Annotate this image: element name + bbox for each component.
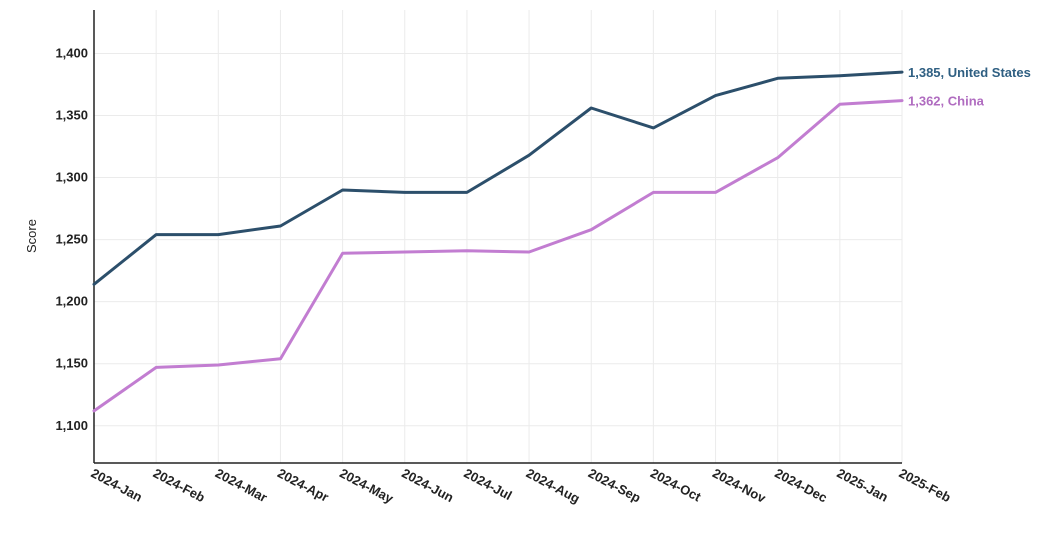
y-tick-label: 1,250 bbox=[55, 232, 88, 247]
grid-layer bbox=[94, 10, 903, 463]
x-tick-label: 2024-Feb bbox=[151, 465, 208, 505]
series-line-china bbox=[92, 99, 904, 413]
x-tick-label: 2024-Jul bbox=[462, 465, 515, 503]
x-tick-label: 2025-Jan bbox=[834, 465, 890, 504]
y-tick-label: 1,200 bbox=[55, 294, 88, 309]
x-tick-label: 2025-Feb bbox=[897, 465, 954, 505]
y-tick-labels: 1,100 1,150 1,200 1,250 1,300 1,350 1,400 bbox=[55, 45, 88, 432]
x-tick-label: 2024-Nov bbox=[710, 465, 769, 506]
y-axis-label: Score bbox=[24, 219, 39, 253]
end-labels: 1,385, United States 1,362, China bbox=[908, 65, 1031, 109]
y-tick-label: 1,100 bbox=[55, 418, 88, 433]
series-end-label: 1,385, United States bbox=[908, 65, 1031, 80]
x-tick-labels: 2024-Jan 2024-Feb 2024-Mar 2024-Apr 2024-May… bbox=[89, 465, 954, 506]
x-tick-label: 2024-May bbox=[337, 465, 396, 506]
x-tick-label: 2024-Mar bbox=[213, 465, 270, 505]
x-tick-label: 2024-Dec bbox=[772, 465, 829, 505]
y-tick-label: 1,400 bbox=[55, 45, 88, 60]
x-tick-label: 2024-Apr bbox=[275, 465, 331, 504]
series-lines bbox=[92, 70, 904, 413]
x-tick-label: 2024-Jan bbox=[89, 465, 145, 504]
x-tick-label: 2024-Oct bbox=[648, 465, 704, 504]
x-tick-label: 2024-Aug bbox=[524, 465, 583, 506]
y-tick-label: 1,350 bbox=[55, 107, 88, 122]
y-tick-label: 1,300 bbox=[55, 170, 88, 185]
x-tick-label: 2024-Sep bbox=[586, 465, 644, 505]
y-tick-label: 1,150 bbox=[55, 356, 88, 371]
x-tick-label: 2024-Jun bbox=[399, 465, 456, 505]
series-end-label: 1,362, China bbox=[908, 94, 985, 109]
series-line-united-states bbox=[92, 70, 904, 286]
